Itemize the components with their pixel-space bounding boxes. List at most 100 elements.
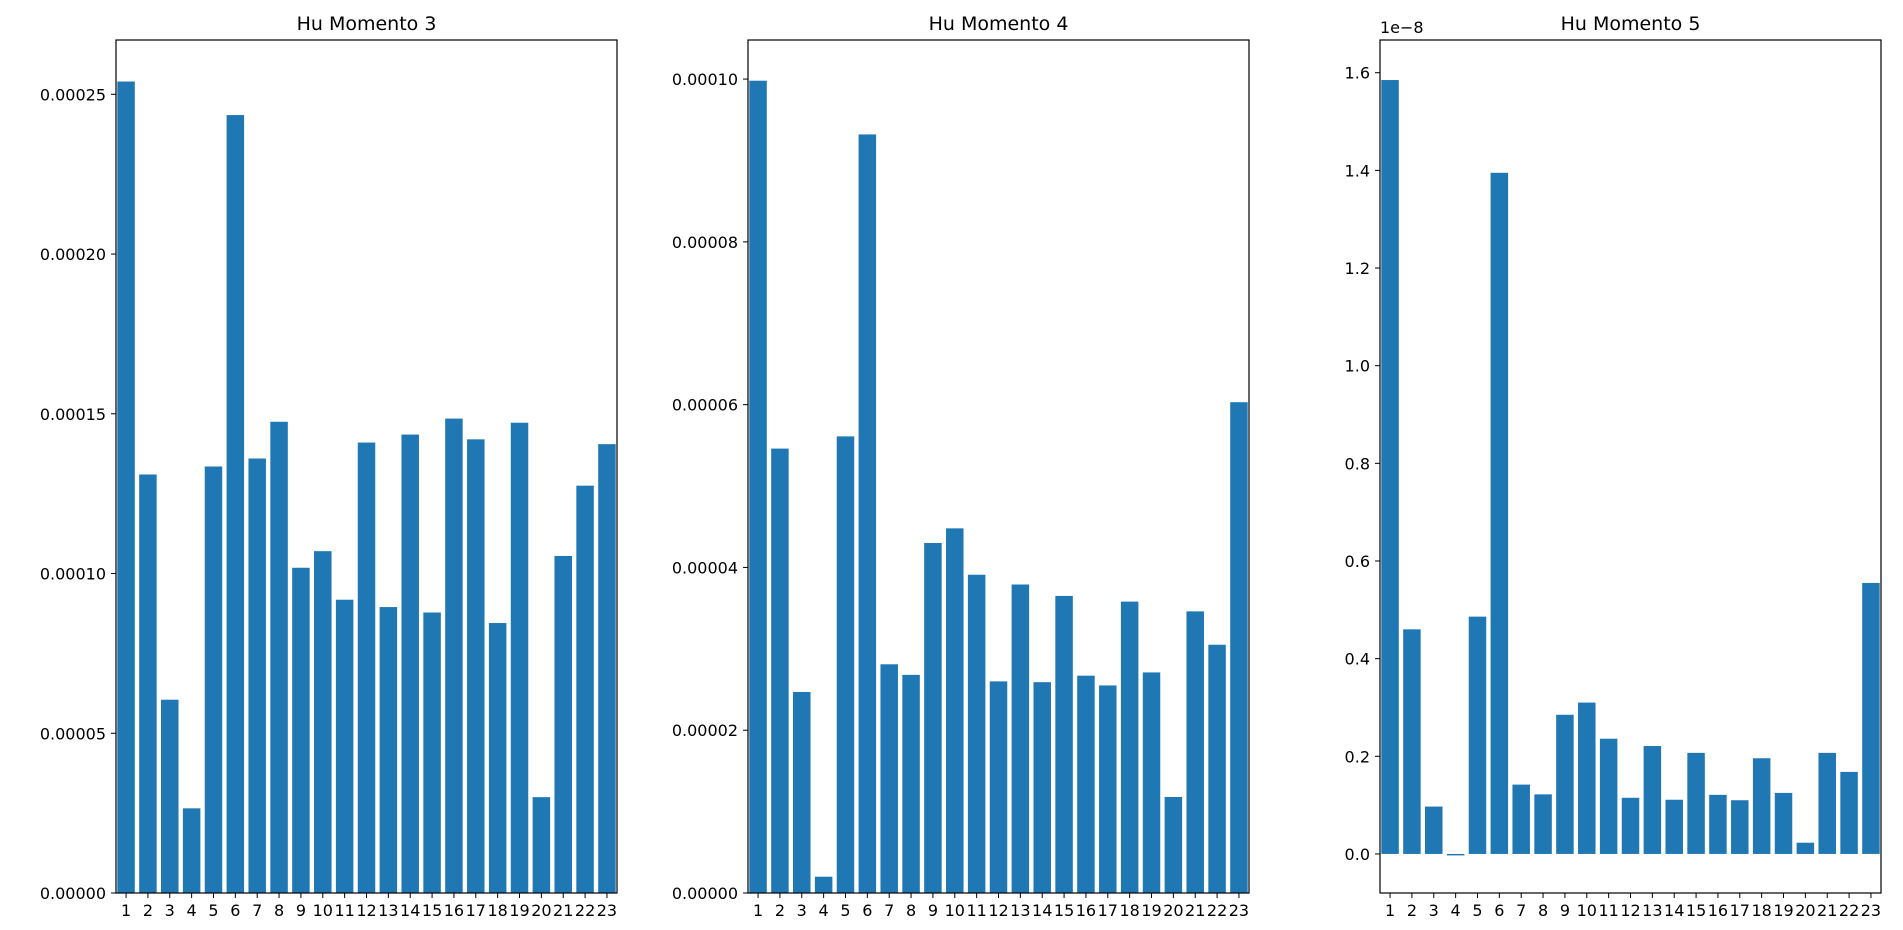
- y-tick-label: 1.4: [1345, 161, 1370, 180]
- subplot-3: 1 2 3 4 5 6 7 8 9 10 11 12 13 14 15 16 17 18 19 20 21 22 230.0…: [1345, 13, 1882, 920]
- y-tick-label: 0.00010: [672, 70, 738, 89]
- bar-16: [445, 418, 463, 893]
- bar-4: [182, 808, 201, 893]
- x-tick-label: 15: [1686, 901, 1706, 920]
- bar-20: [532, 797, 551, 893]
- x-tick-label: 4: [187, 901, 197, 920]
- x-tick-label: 23: [597, 901, 617, 920]
- x-tick-label: 19: [1141, 901, 1161, 920]
- bar-6: [1490, 172, 1509, 854]
- x-tick-label: 8: [1538, 901, 1548, 920]
- bar-10: [946, 528, 964, 893]
- x-tick-label: 13: [378, 901, 398, 920]
- x-tick-label: 23: [1229, 901, 1249, 920]
- bar-15: [1687, 752, 1705, 854]
- x-tick-label: 10: [945, 901, 965, 920]
- x-tick-label: 1: [753, 901, 763, 920]
- x-tick-label: 4: [819, 901, 829, 920]
- x-tick-label: 11: [1598, 901, 1618, 920]
- x-tick-label: 22: [1207, 901, 1227, 920]
- bar-11: [967, 574, 986, 893]
- x-tick-label: 20: [531, 901, 551, 920]
- x-tick-label: 15: [422, 901, 442, 920]
- y-tick-label: 0.0: [1345, 845, 1370, 864]
- x-tick-label: 2: [775, 901, 785, 920]
- bar-17: [1731, 800, 1749, 854]
- bar-15: [1055, 595, 1073, 893]
- bar-13: [379, 607, 398, 893]
- bar-21: [1186, 611, 1204, 893]
- x-tick-label: 20: [1795, 901, 1815, 920]
- x-tick-label: 6: [230, 901, 240, 920]
- bar-1: [1381, 80, 1399, 854]
- x-tick-label: 14: [400, 901, 420, 920]
- bar-22: [576, 485, 594, 893]
- x-tick-label: 13: [1642, 901, 1662, 920]
- bar-6: [858, 134, 877, 894]
- y-tick-label: 0.00008: [672, 233, 738, 252]
- bar-8: [270, 421, 288, 893]
- bar-4: [814, 876, 833, 893]
- bar-3: [1425, 806, 1443, 854]
- x-tick-label: 17: [1098, 901, 1118, 920]
- x-tick-label: 10: [313, 901, 333, 920]
- x-tick-label: 1: [121, 901, 131, 920]
- bar-21: [1818, 752, 1836, 854]
- x-tick-label: 17: [466, 901, 486, 920]
- bar-3: [161, 699, 179, 893]
- x-tick-label: 5: [208, 901, 218, 920]
- bar-7: [1512, 784, 1530, 854]
- bar-23: [1862, 582, 1880, 854]
- x-tick-label: 6: [862, 901, 872, 920]
- x-tick-label: 18: [1751, 901, 1771, 920]
- bar-12: [1621, 797, 1640, 854]
- y-tick-label: 0.00015: [40, 405, 106, 424]
- chart-title: Hu Momento 4: [929, 13, 1069, 35]
- bar-4: [1446, 853, 1465, 856]
- bar-7: [248, 458, 266, 893]
- bar-8: [1534, 794, 1552, 854]
- x-tick-label: 9: [928, 901, 938, 920]
- y-tick-label: 0.00006: [672, 396, 738, 415]
- bar-19: [1142, 672, 1161, 893]
- bar-19: [510, 422, 529, 893]
- y-tick-label: 1.0: [1345, 357, 1370, 376]
- bar-12: [989, 681, 1008, 893]
- bar-3: [793, 691, 811, 893]
- bar-18: [488, 623, 507, 893]
- bar-10: [1578, 702, 1596, 854]
- x-tick-label: 12: [356, 901, 376, 920]
- x-tick-label: 22: [575, 901, 595, 920]
- y-tick-label: 0.00020: [40, 245, 106, 264]
- x-tick-label: 19: [1773, 901, 1793, 920]
- x-tick-label: 7: [884, 901, 894, 920]
- x-tick-label: 11: [334, 901, 354, 920]
- x-tick-label: 3: [165, 901, 175, 920]
- y-tick-label: 0.8: [1345, 454, 1370, 473]
- y-tick-label: 0.00005: [40, 724, 106, 743]
- bar-8: [902, 674, 920, 893]
- y-tick-label: 0.00002: [672, 721, 738, 740]
- y-tick-label: 0.6: [1345, 552, 1370, 571]
- bar-5: [204, 466, 223, 893]
- bar-20: [1796, 842, 1815, 854]
- y-tick-label: 0.00010: [40, 565, 106, 584]
- x-tick-label: 12: [988, 901, 1008, 920]
- x-tick-label: 21: [553, 901, 573, 920]
- y-tick-label: 0.00000: [672, 884, 738, 903]
- bar-2: [771, 448, 789, 893]
- x-tick-label: 16: [1076, 901, 1096, 920]
- x-tick-label: 3: [797, 901, 807, 920]
- x-tick-label: 20: [1163, 901, 1183, 920]
- y-tick-label: 0.00004: [672, 558, 738, 577]
- bar-9: [292, 567, 310, 893]
- x-tick-label: 14: [1664, 901, 1684, 920]
- bar-9: [1556, 714, 1574, 854]
- x-tick-label: 21: [1817, 901, 1837, 920]
- y-tick-label: 0.00000: [40, 884, 106, 903]
- bar-22: [1208, 644, 1226, 893]
- x-tick-label: 5: [840, 901, 850, 920]
- x-tick-label: 8: [906, 901, 916, 920]
- x-tick-label: 16: [444, 901, 464, 920]
